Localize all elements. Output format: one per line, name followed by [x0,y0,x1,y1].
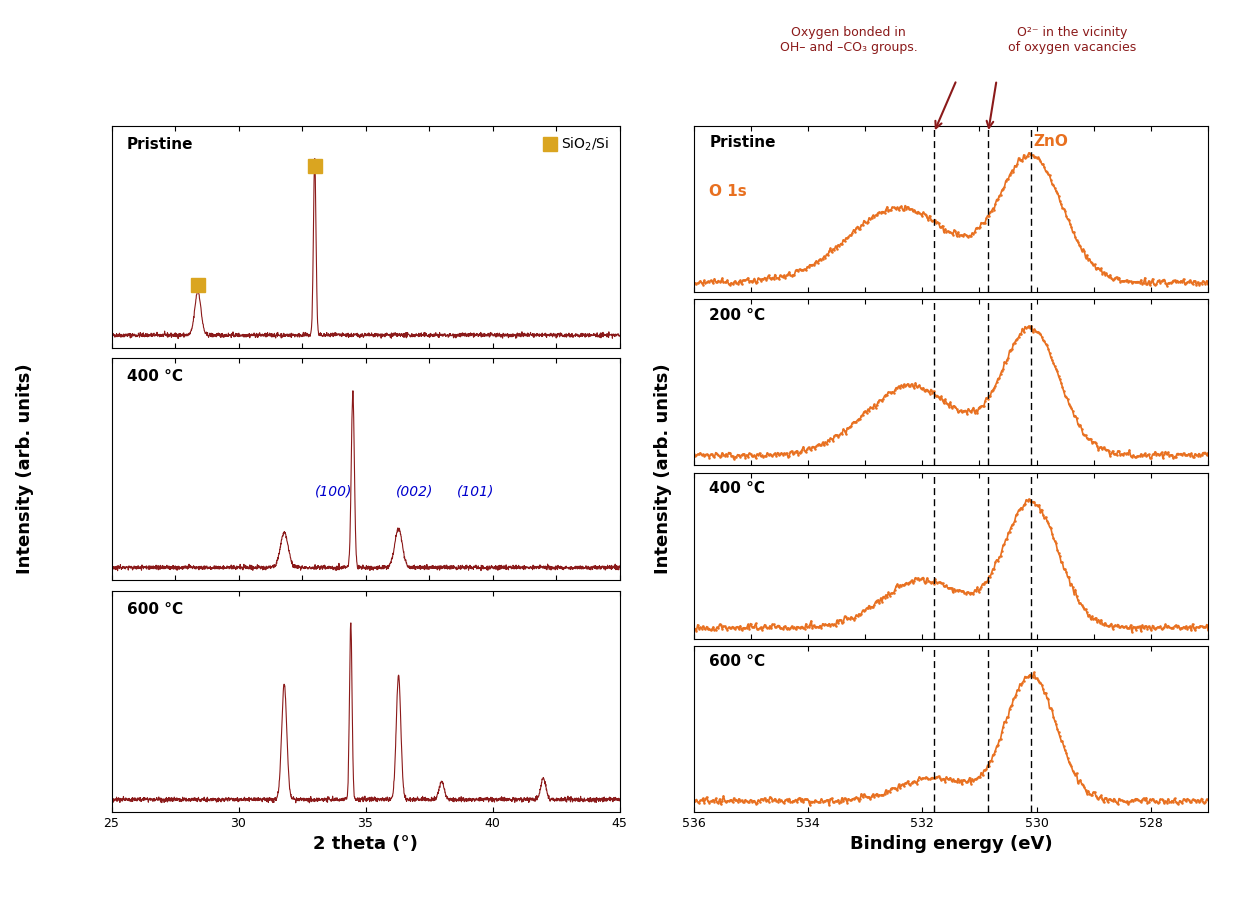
Text: 600 °C: 600 °C [709,654,766,669]
Text: 400 °C: 400 °C [126,370,182,384]
Text: (002): (002) [396,484,434,499]
Text: O 1s: O 1s [709,184,747,199]
Text: 200 °C: 200 °C [709,308,766,323]
Text: (101): (101) [457,484,494,499]
Text: Intensity (arb. units): Intensity (arb. units) [654,364,672,575]
X-axis label: 2 theta (°): 2 theta (°) [313,835,418,853]
Text: 400 °C: 400 °C [709,481,766,496]
Legend: SiO$_2$/Si: SiO$_2$/Si [541,133,612,156]
Text: Oxygen bonded in
OH– and –CO₃ groups.: Oxygen bonded in OH– and –CO₃ groups. [779,26,918,54]
Text: ZnO: ZnO [1033,134,1068,149]
Text: (100): (100) [315,484,352,499]
Text: Pristine: Pristine [126,137,193,152]
Text: Intensity (arb. units): Intensity (arb. units) [16,364,33,575]
Text: O²⁻ in the vicinity
of oxygen vacancies: O²⁻ in the vicinity of oxygen vacancies [1007,26,1136,54]
X-axis label: Binding energy (eV): Binding energy (eV) [850,835,1052,853]
Text: Pristine: Pristine [709,134,776,150]
Text: 600 °C: 600 °C [126,602,183,617]
